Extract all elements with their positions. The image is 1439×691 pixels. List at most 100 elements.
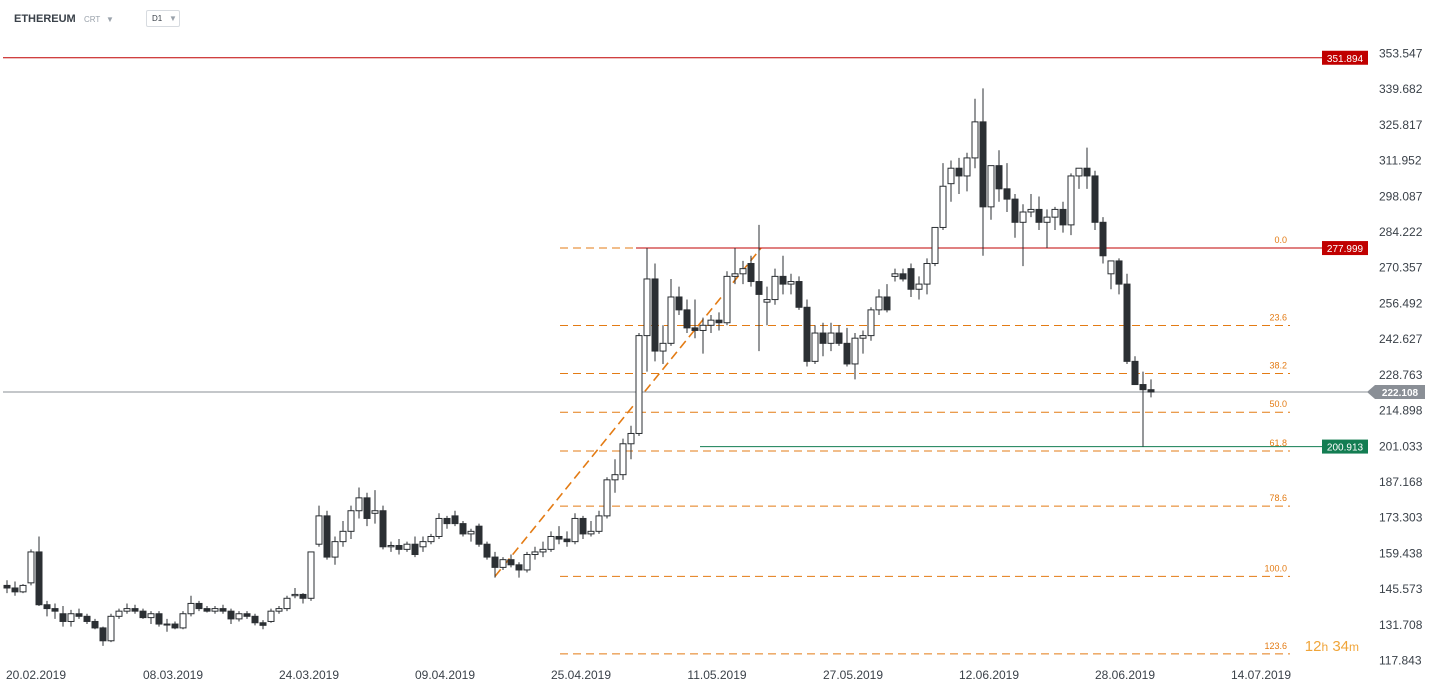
resistance-price-label: 277.999 (1327, 244, 1364, 255)
chevron-down-icon[interactable]: ▼ (106, 15, 114, 24)
chevron-down-icon: ▼ (169, 14, 177, 23)
bullish-candle (867, 309, 875, 337)
y-tick-label: 284.222 (1379, 225, 1423, 239)
fib-trend-line (494, 247, 762, 577)
bullish-candle (731, 273, 739, 277)
y-tick-label: 214.898 (1379, 404, 1423, 418)
bullish-candle (811, 332, 819, 362)
bullish-candle (963, 157, 971, 177)
bearish-candle (995, 165, 1003, 190)
y-tick-label: 311.952 (1379, 154, 1422, 168)
timeframe-selector[interactable]: D1 ▼ (146, 10, 180, 27)
bullish-candle (1107, 260, 1115, 275)
resistance-price-tag (1322, 241, 1368, 256)
bearish-candle (1123, 283, 1131, 362)
bearish-candle (219, 608, 227, 612)
y-tick-label: 173.303 (1379, 511, 1423, 525)
bearish-candle (43, 604, 51, 610)
bullish-candle (275, 608, 283, 612)
bullish-candle (931, 226, 939, 265)
symbol-label[interactable]: ETHEREUM (14, 13, 76, 25)
bullish-candle (547, 535, 555, 550)
y-tick-label: 201.033 (1379, 439, 1423, 453)
bullish-candle (827, 332, 835, 344)
bullish-candle (291, 593, 299, 597)
bullish-candle (787, 281, 795, 285)
bearish-candle (1003, 188, 1011, 200)
y-tick-label: 298.087 (1379, 189, 1423, 203)
x-tick-label: 09.04.2019 (415, 668, 475, 682)
bullish-candle (939, 185, 947, 228)
bearish-candle (59, 613, 67, 622)
bearish-candle (11, 587, 19, 593)
bullish-candle (619, 443, 627, 476)
resistance-price-tag (1322, 50, 1368, 65)
current-price-tag (1367, 384, 1425, 399)
x-tick-label: 14.07.2019 (1231, 668, 1291, 682)
bearish-candle (459, 523, 467, 535)
bearish-candle (1099, 221, 1107, 257)
bullish-candle (595, 515, 603, 532)
bearish-candle (171, 623, 179, 629)
bearish-candle (51, 608, 59, 612)
x-tick-label: 11.05.2019 (687, 668, 746, 682)
bullish-candle (1075, 167, 1083, 177)
bullish-candle (347, 510, 355, 532)
resistance-price-label: 351.894 (1327, 54, 1364, 65)
bearish-candle (75, 613, 83, 617)
fib-level-label: 0.0 (1274, 235, 1287, 245)
bearish-candle (83, 615, 91, 622)
bearish-candle (451, 515, 459, 525)
bullish-candle (627, 432, 635, 445)
y-tick-label: 325.817 (1379, 118, 1423, 132)
bearish-candle (675, 296, 683, 311)
fib-level-label: 100.0 (1264, 563, 1287, 573)
bearish-candle (1139, 384, 1147, 391)
bullish-candle (643, 278, 651, 337)
bearish-candle (259, 622, 267, 626)
bullish-candle (27, 551, 35, 584)
bearish-candle (323, 515, 331, 558)
bullish-candle (875, 296, 883, 311)
bearish-candle (203, 608, 211, 612)
support-price-label: 200.913 (1327, 443, 1364, 454)
x-tick-label: 12.06.2019 (959, 668, 1019, 682)
fib-level-label: 61.8 (1269, 438, 1287, 448)
bearish-candle (755, 281, 763, 295)
bullish-candle (699, 324, 707, 331)
bullish-candle (851, 337, 859, 365)
bearish-candle (131, 608, 139, 612)
timer-hours-unit: h (1321, 640, 1329, 654)
bearish-candle (779, 275, 787, 285)
bearish-candle (363, 497, 371, 519)
bullish-candle (107, 615, 115, 642)
x-tick-label: 24.03.2019 (279, 668, 339, 682)
bullish-candle (115, 610, 123, 617)
bearish-candle (251, 615, 259, 624)
bullish-candle (339, 530, 347, 543)
bullish-candle (1067, 175, 1075, 226)
bullish-candle (315, 515, 323, 545)
bearish-candle (91, 620, 99, 629)
bearish-candle (3, 584, 11, 589)
bearish-candle (1131, 360, 1139, 386)
fib-level-label: 50.0 (1269, 399, 1287, 409)
bullish-candle (19, 584, 27, 593)
bearish-candle (715, 319, 723, 324)
x-tick-label: 20.02.2019 (6, 668, 66, 682)
bullish-candle (371, 510, 379, 514)
chart-type-selector[interactable]: CRT (84, 15, 101, 24)
bearish-candle (515, 564, 523, 571)
bullish-candle (539, 548, 547, 553)
y-tick-label: 256.492 (1379, 296, 1423, 310)
bullish-candle (147, 613, 155, 619)
bullish-candle (531, 551, 539, 556)
bearish-candle (1091, 175, 1099, 223)
bearish-candle (379, 510, 387, 548)
bullish-candle (987, 165, 995, 208)
bearish-candle (155, 613, 163, 625)
x-tick-label: 25.04.2019 (551, 668, 611, 682)
fib-level-label: 78.6 (1269, 493, 1287, 503)
bullish-candle (283, 597, 291, 610)
